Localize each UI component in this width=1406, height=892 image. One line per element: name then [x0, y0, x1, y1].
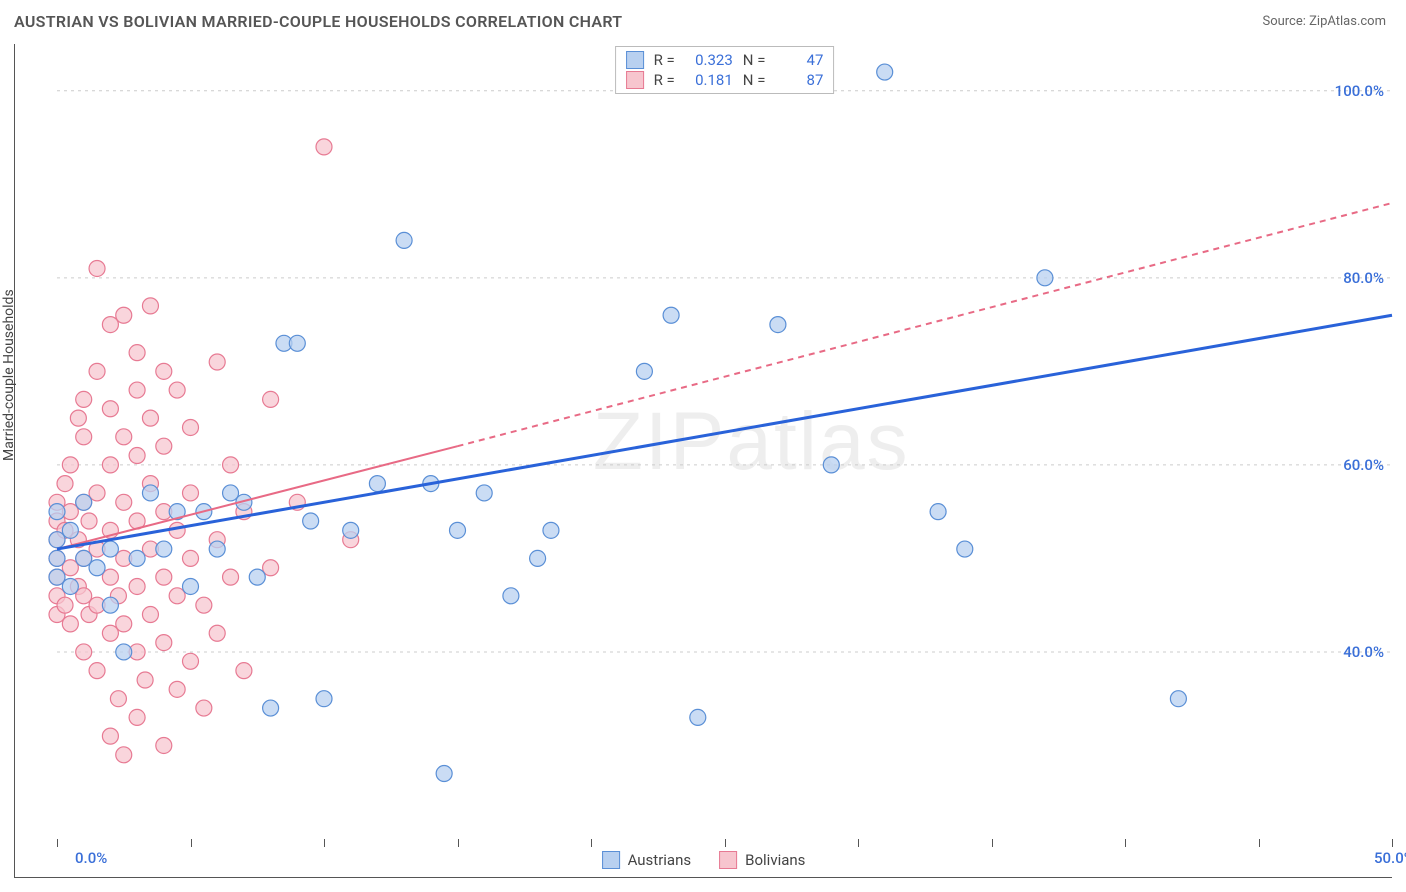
- y-tick-label: 80.0%: [1343, 269, 1384, 287]
- y-axis-label: Married-couple Households: [1, 289, 17, 461]
- r-value-austrians: 0.323: [685, 51, 733, 69]
- y-tick-label: 60.0%: [1343, 456, 1384, 474]
- swatch-bolivians: [719, 851, 737, 869]
- legend-item-austrians: Austrians: [602, 851, 692, 869]
- x-tick-mark: [1125, 839, 1126, 847]
- legend-row-austrians: R = 0.323 N = 47: [626, 51, 824, 69]
- series-name-austrians: Austrians: [628, 851, 692, 869]
- n-label: N =: [743, 71, 766, 89]
- n-label: N =: [743, 51, 766, 69]
- n-value-bolivians: 87: [775, 71, 823, 89]
- y-tick-label: 40.0%: [1343, 643, 1384, 661]
- source-attribution: Source: ZipAtlas.com: [1262, 14, 1386, 29]
- x-tick-mark: [458, 839, 459, 847]
- chart-container: Married-couple Households ZIPatlas R = 0…: [14, 44, 1392, 878]
- x-tick-mark: [858, 839, 859, 847]
- chart-title: AUSTRIAN VS BOLIVIAN MARRIED-COUPLE HOUS…: [14, 12, 622, 31]
- n-value-austrians: 47: [775, 51, 823, 69]
- series-name-bolivians: Bolivians: [745, 851, 805, 869]
- swatch-austrians: [626, 51, 644, 69]
- x-tick-mark: [725, 839, 726, 847]
- x-tick-label: 0.0%: [75, 849, 107, 867]
- x-tick-mark: [992, 839, 993, 847]
- correlation-legend: R = 0.323 N = 47 R = 0.181 N = 87: [615, 46, 835, 94]
- y-tick-label: 100.0%: [1335, 82, 1384, 100]
- r-label: R =: [654, 71, 675, 89]
- legend-item-bolivians: Bolivians: [719, 851, 805, 869]
- x-tick-mark: [591, 839, 592, 847]
- x-tick-mark: [1392, 839, 1393, 847]
- x-tick-mark: [1259, 839, 1260, 847]
- swatch-austrians: [602, 851, 620, 869]
- r-value-bolivians: 0.181: [685, 71, 733, 89]
- legend-row-bolivians: R = 0.181 N = 87: [626, 71, 824, 89]
- series-legend: Austrians Bolivians: [602, 851, 806, 869]
- x-tick-mark: [191, 839, 192, 847]
- x-tick-mark: [57, 839, 58, 847]
- r-label: R =: [654, 51, 675, 69]
- x-tick-mark: [324, 839, 325, 847]
- swatch-bolivians: [626, 71, 644, 89]
- plot-svg: [57, 44, 1392, 839]
- plot-area: ZIPatlas R = 0.323 N = 47 R = 0.181 N = …: [57, 44, 1392, 839]
- x-tick-label: 50.0%: [1374, 849, 1406, 867]
